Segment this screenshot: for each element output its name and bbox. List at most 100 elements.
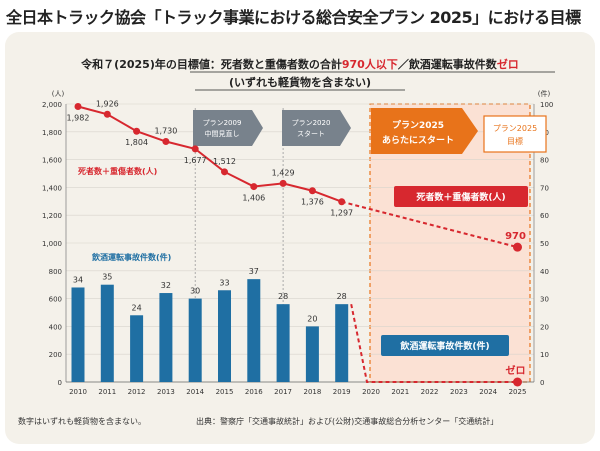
svg-text:スタート: スタート (297, 129, 325, 138)
callout-bar: 飲酒運転事故件数(件) (381, 335, 509, 356)
x-tick-label: 2025 (509, 388, 527, 396)
line-point (133, 127, 141, 135)
line-value-label: 1,982 (67, 114, 90, 123)
line-target-label: 970 (505, 231, 526, 242)
line-point (103, 110, 111, 118)
bar (188, 298, 202, 382)
x-tick-label: 2020 (362, 388, 380, 396)
bar (159, 293, 173, 382)
x-tick-label: 2010 (69, 388, 87, 396)
bar (247, 279, 261, 382)
line-projection (341, 200, 518, 249)
line-value-label: 1,429 (272, 168, 295, 177)
line-value-label: 1,804 (125, 138, 148, 147)
line-value-label: 1,926 (96, 99, 119, 108)
svg-text:飲酒運転事故件数(件): 飲酒運転事故件数(件) (399, 340, 489, 352)
line-value-label: 1,730 (154, 127, 177, 136)
page-title: 全日本トラック協会「トラック事業における総合安全プラン 2025」における目標 (6, 8, 581, 27)
bar (71, 287, 85, 382)
line-point (221, 168, 228, 176)
left-axis-unit: (人) (52, 90, 65, 98)
x-tick-label: 2013 (157, 388, 175, 396)
right-tick-label: 30 (540, 296, 549, 304)
left-tick-label: 1,400 (42, 184, 62, 192)
line-value-label: 1,512 (213, 157, 236, 166)
bar-value-label: 30 (190, 287, 200, 296)
bar-target-point (513, 377, 522, 387)
bar (305, 326, 319, 382)
left-tick-label: 800 (49, 268, 62, 276)
line-point (191, 145, 199, 153)
footer-source: 出典：警察庁「交通事故統計」および(公財)交通事故総合分析センター「交通統計」 (196, 416, 498, 426)
x-tick-label: 2017 (274, 388, 292, 396)
svg-text:プラン2020: プラン2020 (292, 119, 331, 127)
bar-projection (350, 303, 518, 383)
right-tick-label: 50 (540, 240, 549, 248)
x-tick-label: 2022 (421, 388, 439, 396)
plan2020-arrow: プラン2020 スタート (282, 110, 351, 146)
line-point (250, 183, 258, 191)
left-tick-label: 400 (49, 323, 62, 331)
bar-value-label: 37 (249, 267, 259, 276)
left-tick-label: 1,600 (42, 157, 62, 165)
right-tick-label: 60 (540, 212, 549, 220)
right-tick-label: 40 (540, 268, 549, 276)
left-tick-label: 600 (49, 296, 62, 304)
plan2025-start-arrow: プラン2025 あらたにスタート (371, 108, 478, 154)
line-point (74, 103, 82, 111)
svg-text:目標: 目標 (507, 136, 523, 146)
svg-text:あらたにスタート: あらたにスタート (382, 134, 454, 146)
svg-text:プラン2025: プラン2025 (392, 119, 444, 131)
line-series-label: 死者数＋重傷者数(人) (77, 166, 157, 176)
right-tick-label: 70 (540, 184, 549, 192)
x-tick-label: 2012 (128, 388, 146, 396)
x-tick-label: 2019 (333, 388, 351, 396)
bar-value-label: 28 (337, 292, 347, 301)
x-tick-label: 2018 (303, 388, 321, 396)
line-point (279, 179, 287, 187)
right-tick-label: 10 (540, 351, 549, 359)
bar (218, 290, 231, 382)
right-tick-label: 100 (540, 101, 553, 109)
svg-text:死者数＋重傷者数(人): 死者数＋重傷者数(人) (415, 191, 505, 203)
chart-headline: 令和７(2025)年の目標値：死者数と重傷者数の合計970人以下／飲酒運転事故件… (80, 57, 519, 71)
right-tick-label: 80 (540, 157, 549, 165)
line-value-label: 1,376 (301, 198, 324, 207)
x-tick-label: 2011 (98, 388, 116, 396)
left-tick-label: 2,000 (42, 101, 62, 109)
x-tick-label: 2023 (450, 388, 468, 396)
svg-text:プラン2009: プラン2009 (203, 119, 242, 127)
footer-note: 数字はいずれも軽貨物を含まない。 (18, 416, 146, 426)
bar-value-label: 24 (132, 303, 142, 312)
bar-value-label: 28 (278, 292, 288, 301)
line-value-label: 1,677 (184, 156, 207, 165)
bar-value-label: 34 (73, 275, 83, 284)
bar (130, 315, 144, 382)
bar (335, 304, 349, 382)
line-point (162, 138, 170, 146)
line-value-label: 1,297 (330, 209, 353, 218)
x-tick-label: 2015 (216, 388, 234, 396)
line-target-point (513, 242, 522, 252)
line-value-label: 1,406 (242, 194, 265, 203)
right-axis-unit: (件) (538, 89, 551, 98)
bar-value-label: 33 (219, 278, 229, 287)
right-tick-label: 0 (540, 379, 544, 387)
bar-series-label: 飲酒運転事故件数(件) (91, 252, 171, 262)
svg-text:中間見直し: 中間見直し (205, 129, 240, 138)
x-tick-label: 2014 (186, 388, 204, 396)
chart-headline-note: (いずれも軽貨物を含まない) (229, 75, 371, 89)
bar-value-label: 20 (307, 314, 317, 323)
bar-target-label: ゼロ (506, 364, 526, 377)
bar-value-label: 32 (161, 281, 171, 290)
plan2025-goal-box: プラン2025 目標 (483, 115, 547, 153)
x-tick-label: 2024 (479, 388, 497, 396)
left-tick-label: 1,200 (42, 212, 62, 220)
callout-line: 死者数＋重傷者数(人) (394, 186, 528, 207)
bar-value-label: 35 (102, 273, 112, 282)
x-tick-label: 2021 (391, 388, 409, 396)
bar (100, 284, 114, 382)
x-tick-label: 2016 (245, 388, 263, 396)
left-tick-label: 200 (49, 351, 62, 359)
